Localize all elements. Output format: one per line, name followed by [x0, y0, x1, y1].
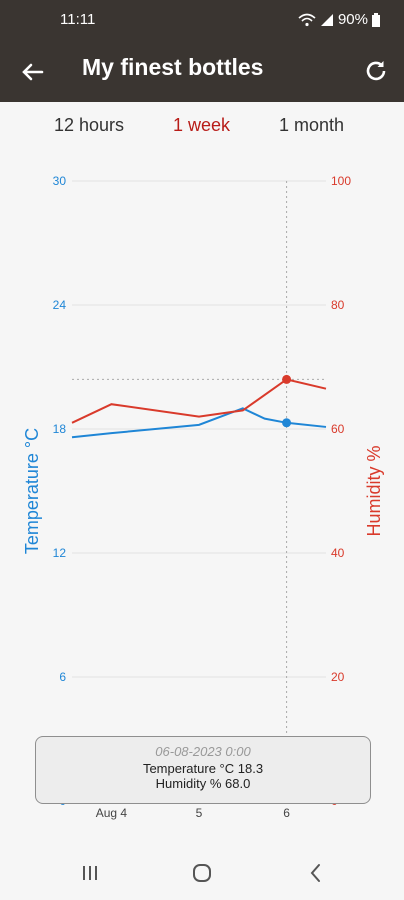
y-right-tick-label: 60: [331, 422, 345, 436]
y-left-tick-label: 30: [53, 174, 67, 188]
y-left-axis-title: Temperature °C: [22, 428, 42, 554]
arrow-left-icon[interactable]: [18, 57, 48, 87]
status-bar: 11:11 90%: [0, 0, 404, 40]
wifi-icon: [298, 13, 316, 26]
app-bar: My finest bottles: [0, 40, 404, 102]
y-right-tick-label: 80: [331, 298, 345, 312]
y-right-tick-label: 20: [331, 670, 345, 684]
tab-12-hours[interactable]: 12 hours: [54, 115, 125, 135]
nav-back-icon[interactable]: [301, 860, 331, 886]
system-nav-bar: [0, 846, 404, 900]
y-right-tick-label: 100: [331, 174, 351, 188]
y-right-axis-title: Humidity %: [364, 445, 384, 536]
battery-percent: 90%: [337, 11, 368, 28]
signal-icon: [320, 13, 333, 26]
x-tick-label: 6: [283, 806, 290, 820]
time-range-tabs: 12 hours 1 week 1 month: [0, 102, 404, 150]
y-left-tick-label: 12: [53, 546, 67, 560]
temperature-highlight-point: [282, 418, 292, 428]
x-tick-label: Aug 4: [96, 806, 128, 820]
humidity-highlight-point: [282, 374, 292, 384]
tab-1-week[interactable]: 1 week: [173, 115, 231, 135]
page-title: My finest bottles: [82, 54, 264, 80]
tab-1-month[interactable]: 1 month: [279, 115, 345, 135]
y-right-tick-label: 40: [331, 546, 345, 560]
tooltip-temperature: Temperature °C 18.3: [142, 761, 264, 776]
y-left-tick-label: 24: [53, 298, 67, 312]
refresh-icon[interactable]: [362, 57, 390, 85]
home-icon[interactable]: [187, 860, 217, 886]
tooltip-humidity: Humidity % 68.0: [155, 776, 251, 791]
status-time: 11:11: [60, 11, 96, 28]
status-icons: 90%: [298, 11, 380, 28]
y-left-tick-label: 18: [53, 422, 67, 436]
humidity-line: [71, 378, 327, 424]
battery-icon: [372, 12, 380, 27]
y-left-tick-label: 6: [59, 670, 66, 684]
chart-tooltip: 06-08-2023 0:00 Temperature °C 18.3 Humi…: [35, 736, 371, 804]
recents-icon[interactable]: [75, 860, 105, 886]
tooltip-date: 06-08-2023 0:00: [155, 744, 251, 759]
temperature-humidity-chart[interactable]: 0612182430020406080100Temperature °CHumi…: [0, 150, 404, 830]
x-tick-label: 5: [196, 806, 203, 820]
